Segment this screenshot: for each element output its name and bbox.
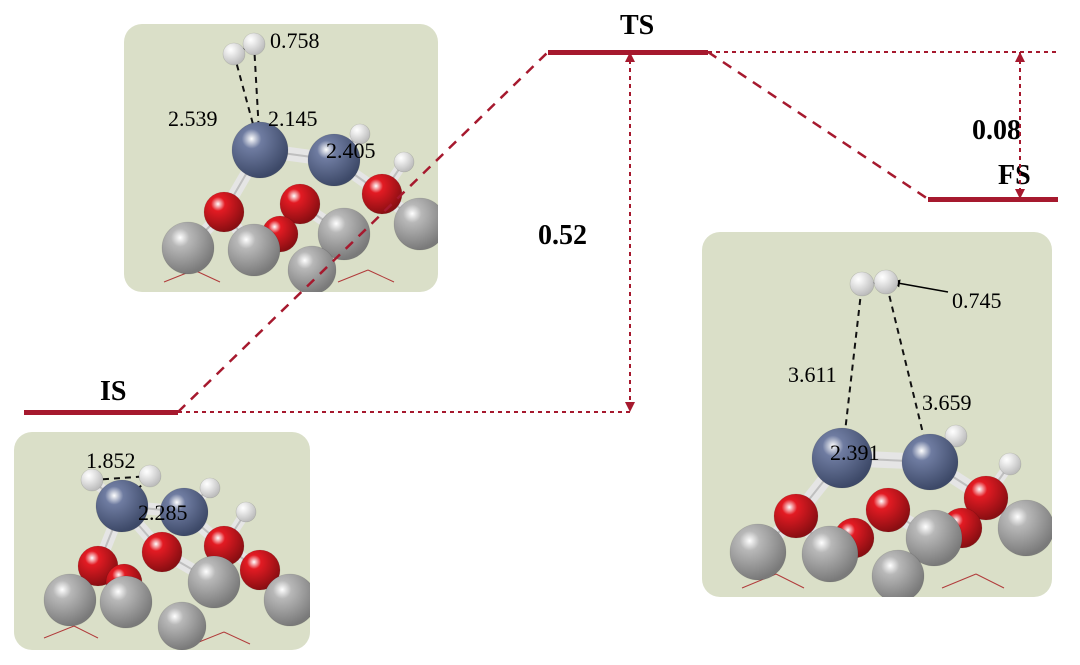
bond-length: 1.852 [86, 448, 136, 474]
atom-Si [802, 526, 858, 582]
label-fs: FS [998, 160, 1031, 192]
atom-O [866, 488, 910, 532]
atom-Si [100, 576, 152, 628]
bond-length: 0.745 [952, 288, 1002, 314]
panel-is [14, 432, 310, 650]
atom-Si [998, 500, 1052, 556]
energy-drop: 0.08 [972, 115, 1021, 147]
panel-ts [124, 24, 438, 292]
bond-length: 2.391 [830, 440, 880, 466]
atom-Si [188, 556, 240, 608]
level-ts [548, 50, 708, 55]
atom-Si [730, 524, 786, 580]
atom-O [142, 532, 182, 572]
atom-Si [158, 602, 206, 650]
atom-O [362, 174, 402, 214]
atom-H [236, 502, 256, 522]
bond-length: 2.285 [138, 500, 188, 526]
atom-H [999, 453, 1021, 475]
panel-fs [702, 232, 1052, 597]
atom-O [774, 494, 818, 538]
bond-length: 3.611 [788, 362, 837, 388]
figure-root: IS TS FS 0.52 0.08 1.8522.285 0.758 2.539 2… [0, 0, 1080, 665]
label-ts: TS [620, 10, 654, 42]
atom-Si [162, 222, 214, 274]
level-fs [928, 197, 1058, 202]
label-is: IS [100, 376, 126, 408]
atom-Si [872, 550, 924, 597]
atom-H [223, 43, 245, 65]
bond-length: 2.405 [326, 138, 376, 164]
atom-H [394, 152, 414, 172]
bond-length: 2.145 [268, 106, 318, 132]
atom-O [204, 192, 244, 232]
atom-H [243, 33, 265, 55]
atom-H [850, 272, 874, 296]
atom-Si [288, 246, 336, 292]
atom-H [874, 270, 898, 294]
energy-barrier: 0.52 [538, 220, 587, 252]
bond-length: 3.659 [922, 390, 972, 416]
bond-length: 0.758 [270, 28, 320, 54]
atom-Ga [902, 434, 958, 490]
level-is [24, 410, 178, 415]
atom-H [139, 465, 161, 487]
bond-length: 2.539 [168, 106, 218, 132]
atom-H [200, 478, 220, 498]
atom-Si [44, 574, 96, 626]
atom-Si [228, 224, 280, 276]
